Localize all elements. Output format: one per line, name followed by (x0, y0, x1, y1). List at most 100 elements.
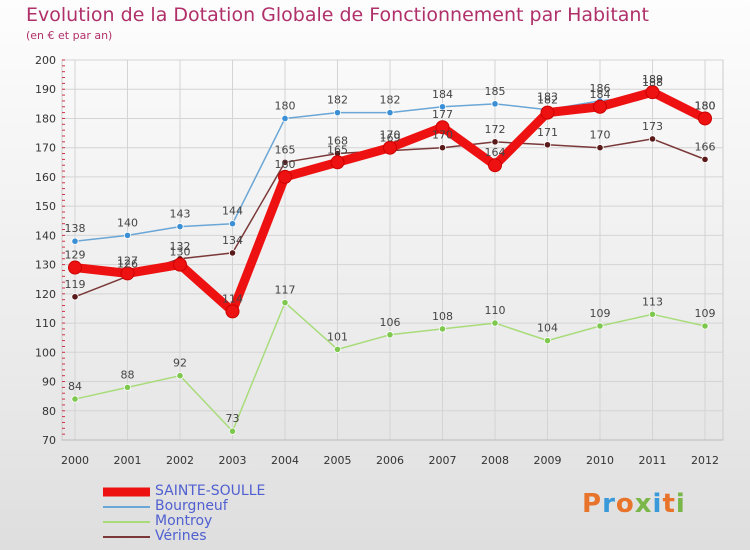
data-point (281, 114, 289, 123)
y-tick-label: 110 (35, 317, 56, 330)
data-point (176, 372, 184, 380)
data-point (281, 158, 289, 166)
data-label: 101 (327, 330, 348, 343)
data-point (386, 109, 394, 117)
data-point (491, 100, 499, 108)
proxiti-logo: Proxiti (582, 489, 686, 519)
y-tick-label: 100 (35, 346, 56, 359)
y-tick-label: 120 (35, 288, 56, 301)
data-label: 144 (222, 205, 243, 218)
data-point (281, 299, 289, 307)
data-label: 180 (695, 99, 716, 112)
chart-subtitle: (en € et par an) (26, 29, 113, 42)
data-label: 110 (485, 304, 506, 317)
data-point (383, 140, 397, 155)
data-label: 170 (380, 129, 401, 142)
data-point (438, 103, 447, 111)
data-label: 188 (642, 76, 663, 89)
data-label: 88 (121, 368, 135, 381)
x-tick-label: 2007 (429, 454, 457, 467)
data-point (648, 310, 657, 318)
data-label: 180 (275, 99, 296, 112)
logo-letter: o (615, 489, 635, 519)
data-point (701, 155, 709, 163)
x-tick-label: 2010 (586, 454, 614, 467)
logo-letter: t (662, 489, 676, 519)
data-label: 84 (68, 380, 82, 393)
data-label: 119 (65, 278, 86, 291)
data-label: 189 (642, 73, 663, 86)
data-point (540, 105, 555, 120)
data-point (488, 158, 502, 173)
legend-label: Montroy (155, 513, 213, 529)
data-point (596, 322, 604, 330)
data-label: 92 (173, 357, 187, 370)
logo-letter: i (675, 489, 686, 519)
data-label: 182 (537, 94, 558, 107)
data-label: 185 (485, 85, 506, 98)
legend-label: Bourgneuf (155, 498, 228, 514)
plot-frame (61, 59, 724, 441)
data-point (278, 169, 292, 184)
y-tick-label: 150 (35, 200, 56, 213)
logo-letter: x (634, 489, 653, 519)
data-point (596, 144, 604, 152)
data-point (173, 257, 187, 272)
y-tick-label: 140 (35, 229, 56, 242)
x-tick-label: 2004 (271, 454, 299, 467)
data-point (120, 266, 135, 281)
data-label: 104 (537, 322, 558, 335)
chart-title: Evolution de la Dotation Globale de Fonc… (26, 4, 649, 26)
data-label: 186 (590, 82, 611, 95)
y-tick-label: 190 (35, 83, 56, 96)
data-point (225, 304, 240, 319)
data-point (491, 138, 499, 146)
data-label: 73 (226, 412, 240, 425)
x-tick-label: 2012 (691, 454, 719, 467)
data-point (438, 325, 447, 333)
x-tick-label: 2009 (534, 454, 562, 467)
data-label: 109 (590, 307, 611, 320)
data-point (491, 319, 499, 327)
data-point (645, 85, 660, 100)
data-label: 180 (695, 99, 716, 112)
data-label: 184 (432, 88, 453, 101)
data-label: 171 (537, 126, 558, 139)
data-label: 170 (432, 129, 453, 142)
x-tick-label: 2005 (324, 454, 352, 467)
data-label: 134 (222, 234, 243, 247)
data-label: 127 (117, 254, 138, 267)
data-point (435, 120, 450, 135)
y-tick-label: 80 (42, 405, 56, 418)
logo-letter: i (652, 489, 663, 519)
data-label: 138 (65, 222, 86, 235)
data-point (648, 135, 657, 143)
data-point (228, 249, 237, 257)
data-label: 184 (590, 88, 611, 101)
data-point (228, 427, 237, 435)
data-point (71, 237, 79, 245)
data-point (228, 220, 237, 228)
data-label: 106 (380, 316, 401, 329)
data-point (386, 331, 394, 339)
y-tick-label: 180 (35, 112, 56, 125)
data-label: 165 (275, 143, 296, 156)
data-label: 140 (117, 216, 138, 229)
data-label: 170 (590, 129, 611, 142)
y-tick-label: 200 (35, 54, 56, 67)
data-point (123, 383, 132, 391)
data-point (330, 155, 345, 170)
data-point (543, 337, 552, 345)
x-tick-label: 2001 (114, 454, 142, 467)
data-point (698, 111, 712, 126)
data-point (438, 144, 447, 152)
legend-label: Vérines (155, 528, 207, 544)
data-label: 160 (275, 158, 296, 171)
data-label: 173 (642, 120, 663, 133)
data-label: 143 (170, 208, 191, 221)
x-tick-label: 2011 (639, 454, 667, 467)
x-tick-label: 2000 (61, 454, 89, 467)
data-point (701, 322, 709, 330)
y-tick-label: 170 (35, 142, 56, 155)
